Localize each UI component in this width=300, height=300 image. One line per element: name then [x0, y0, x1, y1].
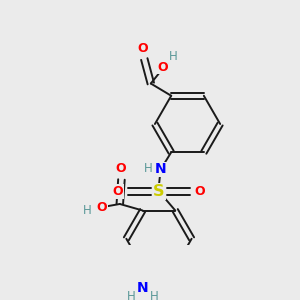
Text: H: H — [169, 50, 178, 63]
Text: N: N — [155, 162, 167, 176]
Text: H: H — [150, 290, 158, 300]
Text: O: O — [97, 201, 107, 214]
Text: O: O — [115, 162, 126, 176]
Text: O: O — [194, 185, 205, 198]
Text: H: H — [83, 204, 92, 217]
Text: O: O — [113, 185, 124, 198]
Text: O: O — [137, 42, 148, 55]
Text: H: H — [127, 290, 136, 300]
Text: O: O — [157, 61, 168, 74]
Text: H: H — [144, 162, 153, 175]
Text: S: S — [153, 184, 165, 199]
Text: N: N — [137, 281, 148, 295]
